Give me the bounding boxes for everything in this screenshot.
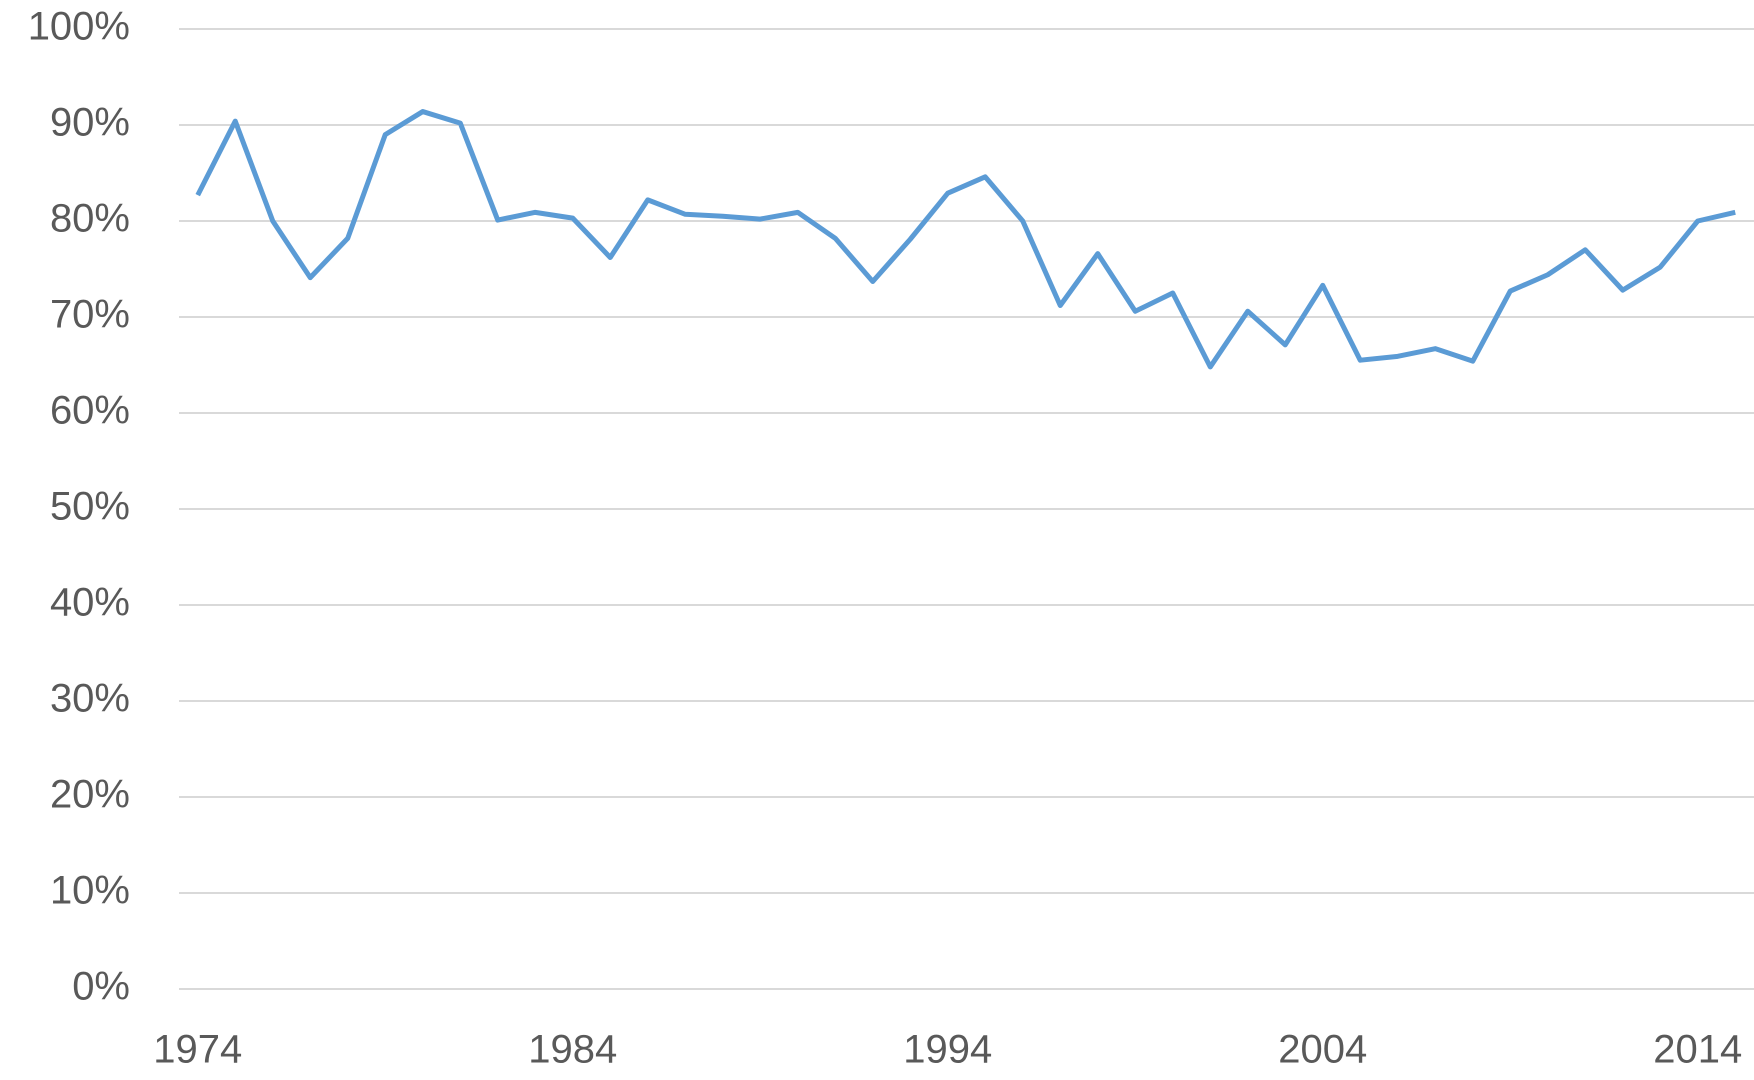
x-tick-label: 1974 (153, 1028, 242, 1072)
y-tick-label: 100% (28, 5, 130, 49)
x-tick-label: 2014 (1653, 1028, 1742, 1072)
y-tick-label: 0% (72, 965, 130, 1009)
y-tick-label: 20% (50, 773, 130, 817)
x-tick-label: 1984 (528, 1028, 617, 1072)
y-tick-label: 30% (50, 677, 130, 721)
y-tick-label: 40% (50, 581, 130, 625)
y-tick-label: 90% (50, 101, 130, 145)
x-tick-label: 1994 (903, 1028, 992, 1072)
y-tick-label: 70% (50, 293, 130, 337)
y-tick-label: 80% (50, 197, 130, 241)
y-tick-label: 60% (50, 389, 130, 433)
y-tick-label: 10% (50, 869, 130, 913)
data-line (195, 109, 1736, 370)
y-tick-label: 50% (50, 485, 130, 529)
x-tick-label: 2004 (1278, 1028, 1367, 1072)
